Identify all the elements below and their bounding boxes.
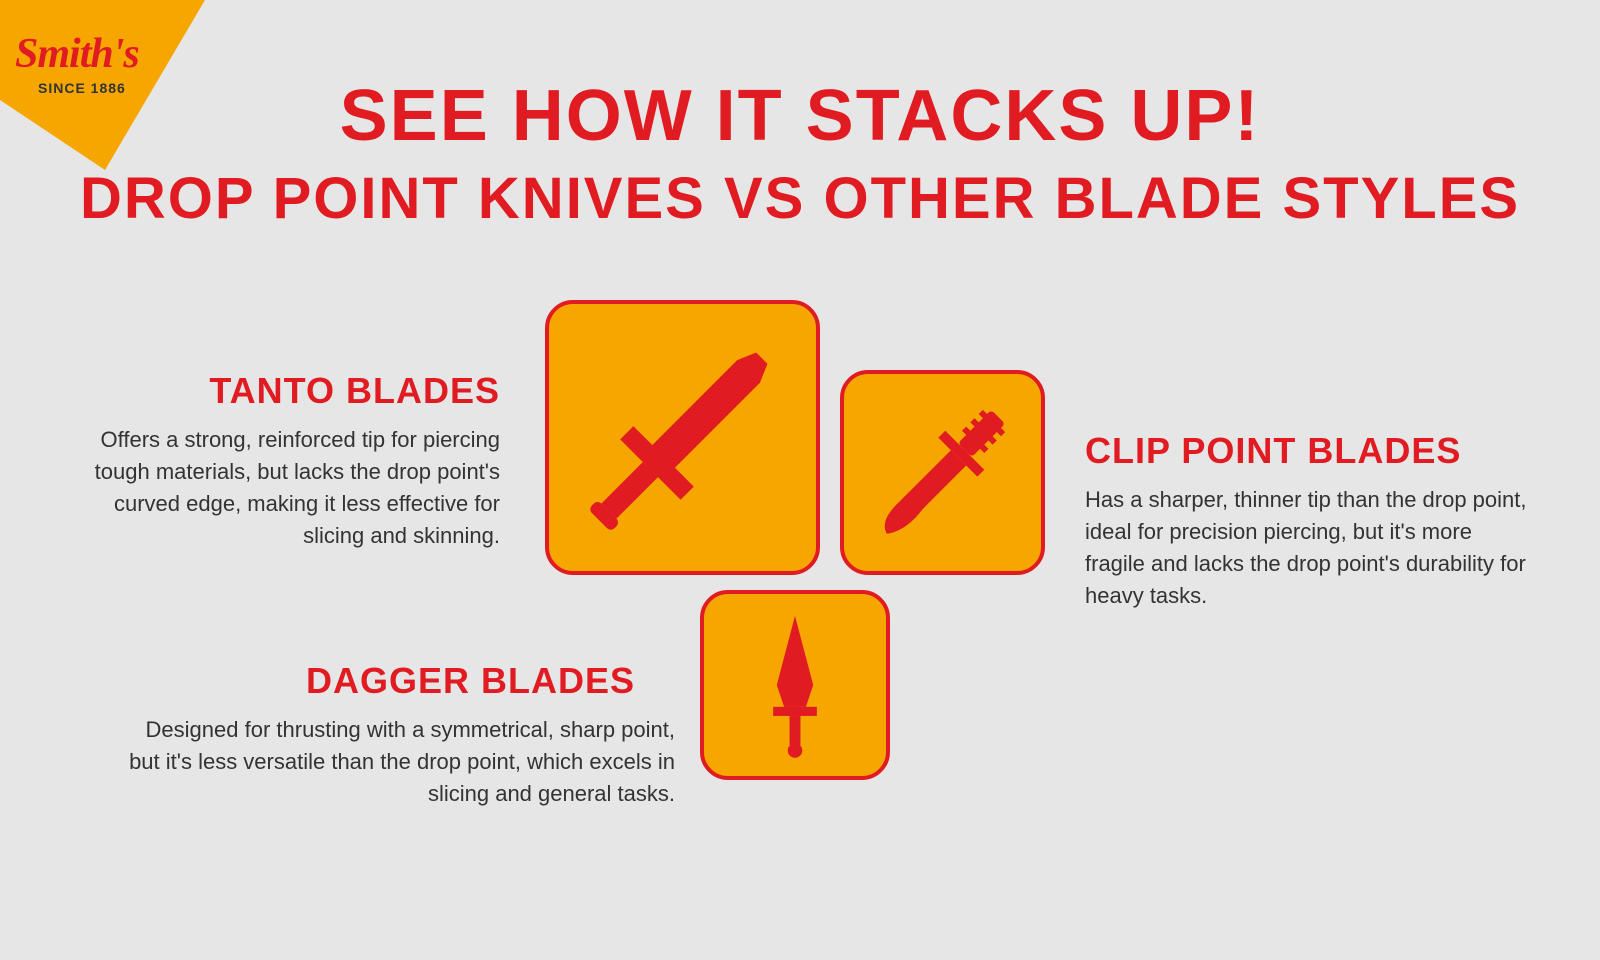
clip-body: Has a sharper, thinner tip than the drop… [1085,484,1530,612]
tanto-section: TANTO BLADES Offers a strong, reinforced… [80,370,500,552]
clip-title: CLIP POINT BLADES [1085,430,1530,472]
brand-name: Smith's [15,30,139,78]
clip-tile [840,370,1045,575]
headline-line2: DROP POINT KNIVES VS OTHER BLADE STYLES [0,165,1600,232]
clip-knife-icon [844,374,1041,571]
tanto-tile [545,300,820,575]
dagger-icon [704,594,886,776]
dagger-tile [700,590,890,780]
dagger-body: Designed for thrusting with a symmetrica… [115,714,675,810]
tanto-title: TANTO BLADES [80,370,500,412]
clip-section: CLIP POINT BLADES Has a sharper, thinner… [1085,430,1530,612]
tanto-body: Offers a strong, reinforced tip for pier… [80,424,500,552]
dagger-section: DAGGER BLADES Designed for thrusting wit… [115,660,675,810]
sword-icon [549,304,816,571]
headline-line1: SEE HOW IT STACKS UP! [0,75,1600,157]
headline-block: SEE HOW IT STACKS UP! DROP POINT KNIVES … [0,75,1600,232]
dagger-title: DAGGER BLADES [115,660,675,702]
